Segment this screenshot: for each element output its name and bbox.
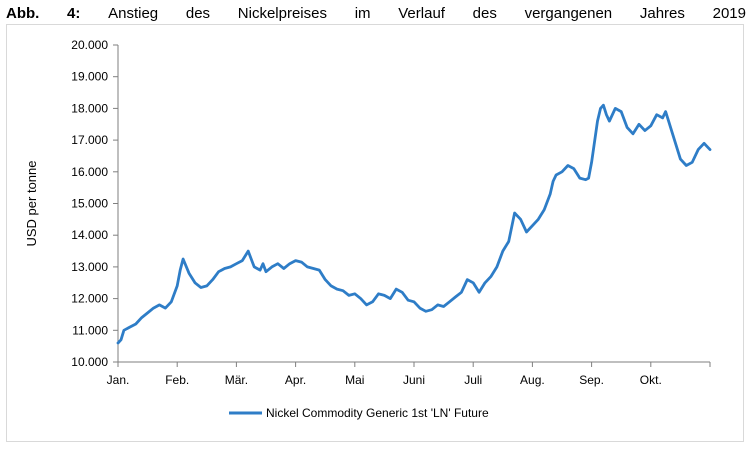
y-tick-label: 14.000 bbox=[71, 228, 108, 242]
caption-word: 4: bbox=[67, 4, 81, 22]
x-axis: Jan. Feb. Mär. Apr. Mai Juni Juli Aug. Sep. Okt. bbox=[107, 361, 711, 387]
nickel-price-line bbox=[116, 103, 712, 345]
caption-word: Jahres bbox=[639, 4, 685, 22]
series-layer bbox=[116, 103, 712, 345]
x-tick-label: Juni bbox=[403, 373, 425, 387]
y-tick-label: 10.000 bbox=[71, 355, 108, 369]
legend: Nickel Commodity Generic 1st 'LN' Future bbox=[229, 406, 489, 420]
chart-frame bbox=[6, 24, 744, 442]
x-tick-label: Sep. bbox=[579, 373, 604, 387]
y-tick-label: 16.000 bbox=[71, 165, 108, 179]
x-tick-label: Mai bbox=[345, 373, 364, 387]
y-tick-label: 17.000 bbox=[71, 133, 108, 147]
y-tick-label: 12.000 bbox=[71, 292, 108, 306]
caption-word: Verlauf bbox=[398, 4, 445, 22]
caption-word: des bbox=[185, 4, 211, 22]
caption-word: vergangenen bbox=[524, 4, 613, 22]
caption-word: im bbox=[354, 4, 371, 22]
y-tick-label: 20.000 bbox=[71, 38, 108, 52]
legend-label: Nickel Commodity Generic 1st 'LN' Future bbox=[266, 406, 489, 420]
x-tick-label: Okt. bbox=[640, 373, 662, 387]
x-tick-label: Apr. bbox=[285, 373, 306, 387]
caption-word: Anstieg bbox=[108, 4, 159, 22]
x-tick-label: Mär. bbox=[225, 373, 248, 387]
caption-word: Abb. bbox=[6, 4, 40, 22]
figure-caption: Abb. 4: Anstieg des Nickelpreises im Ver… bbox=[6, 2, 746, 24]
x-tick-label: Jan. bbox=[107, 373, 130, 387]
caption-word: des bbox=[472, 4, 497, 22]
y-tick-label: 19.000 bbox=[71, 70, 108, 84]
y-tick-label: 15.000 bbox=[71, 197, 108, 211]
y-tick-label: 13.000 bbox=[71, 260, 108, 274]
caption-word: Nickelpreises bbox=[237, 4, 327, 22]
y-axis-label: USD per tonne bbox=[24, 161, 39, 247]
x-tick-label: Feb. bbox=[165, 373, 189, 387]
y-tick-label: 11.000 bbox=[72, 323, 108, 337]
x-tick-label: Juli bbox=[464, 373, 482, 387]
x-tick-label: Aug. bbox=[520, 373, 545, 387]
caption-word: 2019 bbox=[712, 4, 746, 22]
y-tick-label: 18.000 bbox=[71, 101, 108, 115]
y-axis: 10.000 11.000 12.000 13.000 14.000 15.000 16.0… bbox=[71, 38, 119, 369]
